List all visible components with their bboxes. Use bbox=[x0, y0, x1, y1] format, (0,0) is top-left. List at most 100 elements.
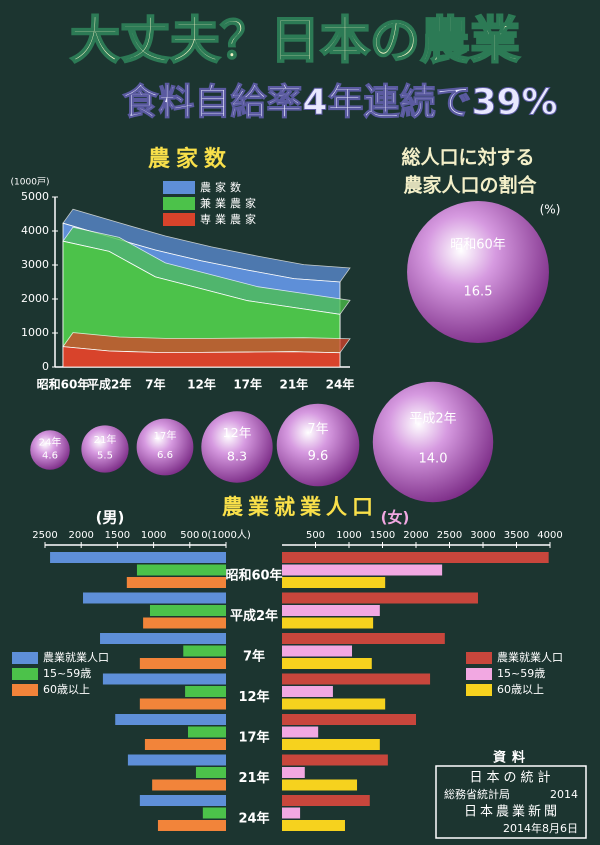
chart-title: 農家数 bbox=[148, 146, 232, 172]
bar bbox=[144, 739, 226, 750]
category-label: 昭和60年 bbox=[225, 568, 282, 584]
bar bbox=[282, 714, 416, 725]
source-year: 2014 bbox=[550, 788, 578, 801]
bar bbox=[282, 617, 374, 629]
category-label: 17年 bbox=[238, 730, 269, 746]
x-tick-label: 0(1000人) bbox=[201, 529, 251, 541]
source-paper: 日本農業新聞 bbox=[464, 804, 560, 820]
bar bbox=[50, 552, 227, 563]
bar bbox=[139, 795, 226, 806]
chart-title: 農家人口の割合 bbox=[403, 174, 537, 197]
bar bbox=[139, 658, 226, 669]
y-tick-label: 1000 bbox=[21, 326, 49, 339]
bar bbox=[282, 779, 358, 791]
bubble bbox=[372, 381, 494, 503]
legend-label: 15~59歳 bbox=[43, 667, 91, 680]
x-tick-label: 17年 bbox=[233, 377, 262, 392]
legend-label: 農業就業人口 bbox=[497, 650, 563, 664]
legend-swatch bbox=[466, 668, 492, 680]
x-tick-label: 7年 bbox=[145, 377, 165, 392]
bubble bbox=[276, 403, 360, 487]
legend-label: 農家数 bbox=[200, 180, 245, 194]
legend-swatch bbox=[12, 652, 38, 664]
bar bbox=[282, 564, 443, 576]
bubble-value: 8.3 bbox=[227, 449, 247, 464]
bubble-value: 9.6 bbox=[308, 449, 329, 464]
y-tick-label: 3000 bbox=[21, 258, 49, 271]
x-tick-label: 昭和60年 bbox=[37, 377, 90, 392]
bar bbox=[136, 564, 226, 576]
bubble-label: 24年 bbox=[39, 435, 62, 448]
unit-label: (%) bbox=[540, 203, 561, 217]
bar bbox=[202, 807, 226, 819]
bubble-label: 昭和60年 bbox=[450, 238, 506, 253]
source-publisher: 総務省統計局 bbox=[444, 787, 510, 801]
bar bbox=[282, 673, 431, 685]
x-tick-label: 21年 bbox=[279, 377, 308, 392]
side-label: (男) bbox=[96, 509, 125, 527]
bubble bbox=[30, 430, 70, 470]
bar bbox=[185, 686, 226, 697]
source-book: 日本の統計 bbox=[469, 770, 554, 786]
bubble-value: 4.6 bbox=[42, 451, 58, 462]
x-tick-label: 500 bbox=[180, 530, 199, 541]
title: 大丈夫？日本の農業 bbox=[70, 12, 520, 70]
source-date: 2014年8月6日 bbox=[503, 821, 578, 835]
legend-label: 15~59歳 bbox=[497, 667, 545, 680]
category-label: 平成2年 bbox=[230, 608, 278, 624]
x-tick-label: 12年 bbox=[187, 377, 216, 392]
bar bbox=[282, 686, 333, 697]
y-tick-label: 5000 bbox=[21, 190, 49, 203]
legend-swatch bbox=[12, 684, 38, 696]
y-tick-label: 4000 bbox=[21, 224, 49, 237]
subtitle: 食料自給率4年連続で39% bbox=[122, 82, 557, 123]
legend-swatch bbox=[163, 197, 195, 210]
category-label: 21年 bbox=[238, 770, 269, 786]
bubble bbox=[407, 201, 549, 343]
x-tick-label: 2000 bbox=[68, 530, 93, 541]
bar bbox=[143, 617, 226, 629]
x-tick-label: 3500 bbox=[504, 530, 529, 541]
bar bbox=[183, 645, 226, 657]
bar bbox=[282, 767, 305, 778]
x-tick-label: 4000 bbox=[537, 530, 562, 541]
bar bbox=[139, 698, 226, 710]
bubble-value: 14.0 bbox=[419, 451, 448, 466]
y-tick-label: 0 bbox=[42, 360, 49, 373]
bar bbox=[282, 552, 549, 563]
bar bbox=[102, 673, 226, 685]
bar bbox=[152, 779, 226, 791]
legend-label: 兼業農家 bbox=[200, 196, 260, 210]
x-tick-label: 3000 bbox=[470, 530, 495, 541]
bar bbox=[282, 795, 370, 806]
legend-label: 農業就業人口 bbox=[43, 650, 109, 664]
bubble-value: 6.6 bbox=[157, 450, 173, 461]
source-box bbox=[435, 765, 587, 839]
bubble bbox=[136, 418, 194, 476]
bar bbox=[126, 577, 226, 588]
legend-label: 専業農家 bbox=[200, 212, 260, 226]
x-tick-label: 500 bbox=[306, 530, 325, 541]
bubble-label: 21年 bbox=[94, 433, 117, 446]
category-label: 7年 bbox=[243, 649, 265, 665]
bar bbox=[282, 739, 380, 750]
bubble-value: 5.5 bbox=[97, 451, 113, 462]
bar bbox=[195, 767, 226, 778]
axis-unit: (1000戸) bbox=[11, 177, 50, 188]
bubble-label: 17年 bbox=[153, 429, 176, 442]
legend-label: 60歳以上 bbox=[497, 683, 544, 696]
bar bbox=[282, 807, 301, 819]
legend-swatch bbox=[466, 652, 492, 664]
category-label: 24年 bbox=[238, 811, 269, 827]
y-tick-label: 2000 bbox=[21, 292, 49, 305]
x-tick-label: 2500 bbox=[32, 530, 57, 541]
bar bbox=[187, 726, 226, 738]
bar bbox=[282, 754, 388, 766]
area bbox=[62, 346, 341, 368]
bar bbox=[282, 592, 478, 604]
x-tick-label: 1500 bbox=[370, 530, 395, 541]
x-tick-label: 1000 bbox=[336, 530, 361, 541]
bar bbox=[282, 820, 345, 831]
bar bbox=[100, 633, 226, 644]
x-tick-label: 2500 bbox=[437, 530, 462, 541]
